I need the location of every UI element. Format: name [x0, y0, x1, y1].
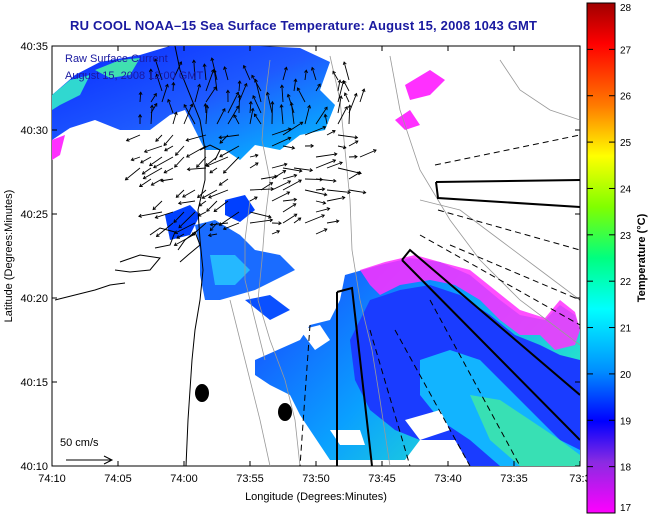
colorbar-tick-label: 27	[620, 45, 632, 56]
y-tick-label: 40:20	[20, 293, 48, 305]
dashed-lanes	[299, 134, 580, 466]
coastline	[54, 46, 221, 466]
current-legend-time: August 15, 2008 12:00 GMT	[65, 70, 203, 82]
colorbar-tick-label: 25	[620, 138, 632, 149]
y-tick-label: 40:10	[20, 461, 48, 473]
x-tick-label: 73:35	[500, 473, 528, 485]
colorbar-tick-label: 23	[620, 231, 632, 242]
x-axis: 74:10 74:05 74:00 73:55 73:50 73:45 73:40 73:35…	[38, 46, 591, 485]
colorbar-tick-label: 19	[620, 416, 632, 427]
y-axis-label: Latitude (Degrees:Minutes)	[3, 190, 15, 323]
x-tick-label: 74:05	[104, 473, 132, 485]
y-tick-label: 40:15	[20, 377, 48, 389]
shipping-lanes	[336, 179, 580, 466]
colorbar-tick-label: 24	[620, 184, 632, 195]
colorbar	[586, 2, 616, 514]
colorbar-ticks: 28 27 26 25 24 23 22 21 20 19 18 17	[587, 2, 632, 514]
x-tick-label: 73:55	[236, 473, 264, 485]
buoy-marker	[195, 384, 209, 402]
x-tick-label: 73:45	[368, 473, 396, 485]
x-tick-label: 74:10	[38, 473, 66, 485]
y-tick-label: 40:25	[20, 209, 48, 221]
colorbar-tick-label: 26	[620, 92, 632, 103]
y-tick-label: 40:30	[20, 125, 48, 137]
y-axis: 40:35 40:30 40:25 40:20 40:15 40:10	[20, 41, 580, 473]
x-axis-label: Longitude (Degrees:Minutes)	[245, 491, 387, 503]
colorbar-tick-label: 17	[620, 503, 632, 514]
current-legend-title: Raw Surface Current	[65, 53, 168, 65]
x-tick-label: 73:40	[434, 473, 462, 485]
buoy-marker	[278, 403, 292, 421]
x-tick-label: 74:00	[170, 473, 198, 485]
colorbar-tick-label: 28	[620, 3, 632, 14]
y-tick-label: 40:35	[20, 41, 48, 53]
current-vectors	[124, 57, 377, 246]
colorbar-tick-label: 20	[620, 370, 632, 381]
colorbar-tick-label: 22	[620, 277, 632, 288]
map-title: RU COOL NOAA–15 Sea Surface Temperature:…	[70, 18, 538, 33]
scale-arrow	[66, 455, 114, 465]
colorbar-label: Temperature (°C)	[636, 213, 648, 302]
scale-label: 50 cm/s	[60, 437, 99, 449]
x-tick-label: 73:3	[569, 473, 590, 485]
colorbar-tick-label: 18	[620, 463, 632, 474]
colorbar-tick-label: 21	[620, 324, 632, 335]
x-tick-label: 73:50	[302, 473, 330, 485]
